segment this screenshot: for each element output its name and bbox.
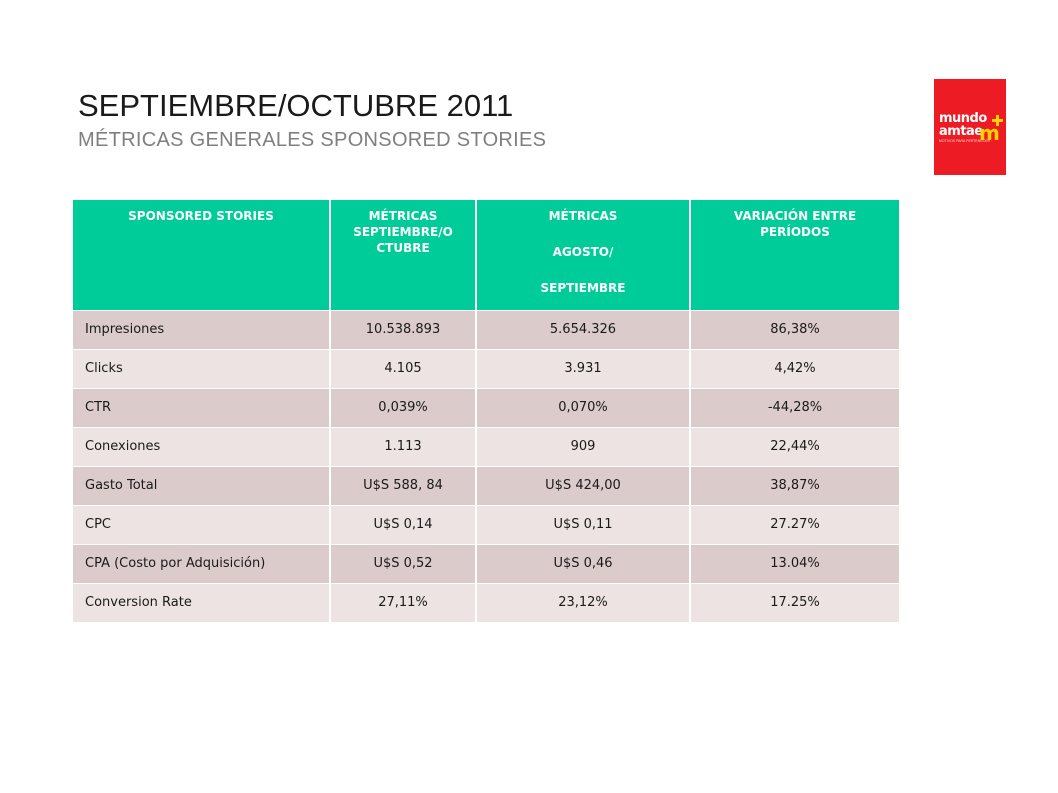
sep-oct-value-cell: U$S 0,52 (330, 543, 477, 583)
ago-sep-value-cell: 5.654.326 (476, 309, 691, 349)
logo-word-mundo: mundo (939, 111, 987, 126)
variation-cell: -44,28% (690, 387, 899, 427)
variation-cell: 38,87% (690, 465, 899, 505)
table-header-row: SPONSORED STORIES MÉTRICAS SEPTIEMBRE/O … (73, 200, 899, 310)
table-row: Gasto Total U$S 588, 84 U$S 424,00 38,87… (73, 465, 899, 505)
header-label: SEPTIEMBRE (540, 281, 626, 295)
metric-name-cell: Conversion Rate (73, 582, 331, 622)
variation-cell: 13.04% (690, 543, 899, 583)
variation-cell: 27.27% (690, 504, 899, 544)
header-label: VARIACIÓN ENTRE PERÍODOS (733, 209, 857, 239)
ago-sep-value-cell: 909 (476, 426, 691, 466)
header-metricas-septiembre-octubre: MÉTRICAS SEPTIEMBRE/O CTUBRE (330, 200, 477, 310)
slide-subtitle: MÉTRICAS GENERALES SPONSORED STORIES (78, 129, 547, 151)
ago-sep-value-cell: U$S 424,00 (476, 465, 691, 505)
sep-oct-value-cell: 0,039% (330, 387, 477, 427)
slide-title: SEPTIEMBRE/OCTUBRE 2011 (78, 88, 514, 123)
variation-cell: 22,44% (690, 426, 899, 466)
sep-oct-value-cell: 10.538.893 (330, 309, 477, 349)
header-label: AGOSTO/ (552, 245, 614, 259)
m-plus-icon: m (979, 115, 1003, 143)
table-row: Conexiones 1.113 909 22,44% (73, 426, 899, 466)
logo-word-amtae: amtae (939, 124, 983, 139)
ago-sep-value-cell: U$S 0,11 (476, 504, 691, 544)
ago-sep-value-cell: U$S 0,46 (476, 543, 691, 583)
sep-oct-value-cell: 27,11% (330, 582, 477, 622)
table-row: Impresiones 10.538.893 5.654.326 86,38% (73, 309, 899, 349)
metric-name-cell: Gasto Total (73, 465, 331, 505)
variation-cell: 17.25% (690, 582, 899, 622)
sep-oct-value-cell: U$S 0,14 (330, 504, 477, 544)
metric-name-cell: CTR (73, 387, 331, 427)
header-sponsored-stories: SPONSORED STORIES (73, 200, 331, 310)
variation-cell: 4,42% (690, 348, 899, 388)
logo-tagline: MOTIVOS PARA PERTENECER (939, 139, 991, 143)
sep-oct-value-cell: 1.113 (330, 426, 477, 466)
table-row: CTR 0,039% 0,070% -44,28% (73, 387, 899, 427)
table-row: Clicks 4.105 3.931 4,42% (73, 348, 899, 388)
metric-name-cell: CPC (73, 504, 331, 544)
mundo-amtae-logo: mundo amtae MOTIVOS PARA PERTENECER m (934, 79, 1006, 175)
sep-oct-value-cell: U$S 588, 84 (330, 465, 477, 505)
metric-name-cell: CPA (Costo por Adquisición) (73, 543, 331, 583)
metric-name-cell: Clicks (73, 348, 331, 388)
ago-sep-value-cell: 0,070% (476, 387, 691, 427)
metric-name-cell: Impresiones (73, 309, 331, 349)
table-row: Conversion Rate 27,11% 23,12% 17.25% (73, 582, 899, 622)
ago-sep-value-cell: 3.931 (476, 348, 691, 388)
ago-sep-value-cell: 23,12% (476, 582, 691, 622)
header-label: MÉTRICAS (548, 209, 618, 223)
header-label: SPONSORED STORIES (128, 209, 274, 223)
metric-name-cell: Conexiones (73, 426, 331, 466)
header-variacion: VARIACIÓN ENTRE PERÍODOS (690, 200, 899, 310)
variation-cell: 86,38% (690, 309, 899, 349)
table-row: CPA (Costo por Adquisición) U$S 0,52 U$S… (73, 543, 899, 583)
svg-text:m: m (979, 121, 1000, 143)
table-row: CPC U$S 0,14 U$S 0,11 27.27% (73, 504, 899, 544)
metrics-table: SPONSORED STORIES MÉTRICAS SEPTIEMBRE/O … (73, 200, 899, 622)
header-label: MÉTRICAS SEPTIEMBRE/O CTUBRE (353, 209, 453, 255)
header-metricas-agosto-septiembre: MÉTRICAS AGOSTO/ SEPTIEMBRE (476, 200, 691, 310)
sep-oct-value-cell: 4.105 (330, 348, 477, 388)
